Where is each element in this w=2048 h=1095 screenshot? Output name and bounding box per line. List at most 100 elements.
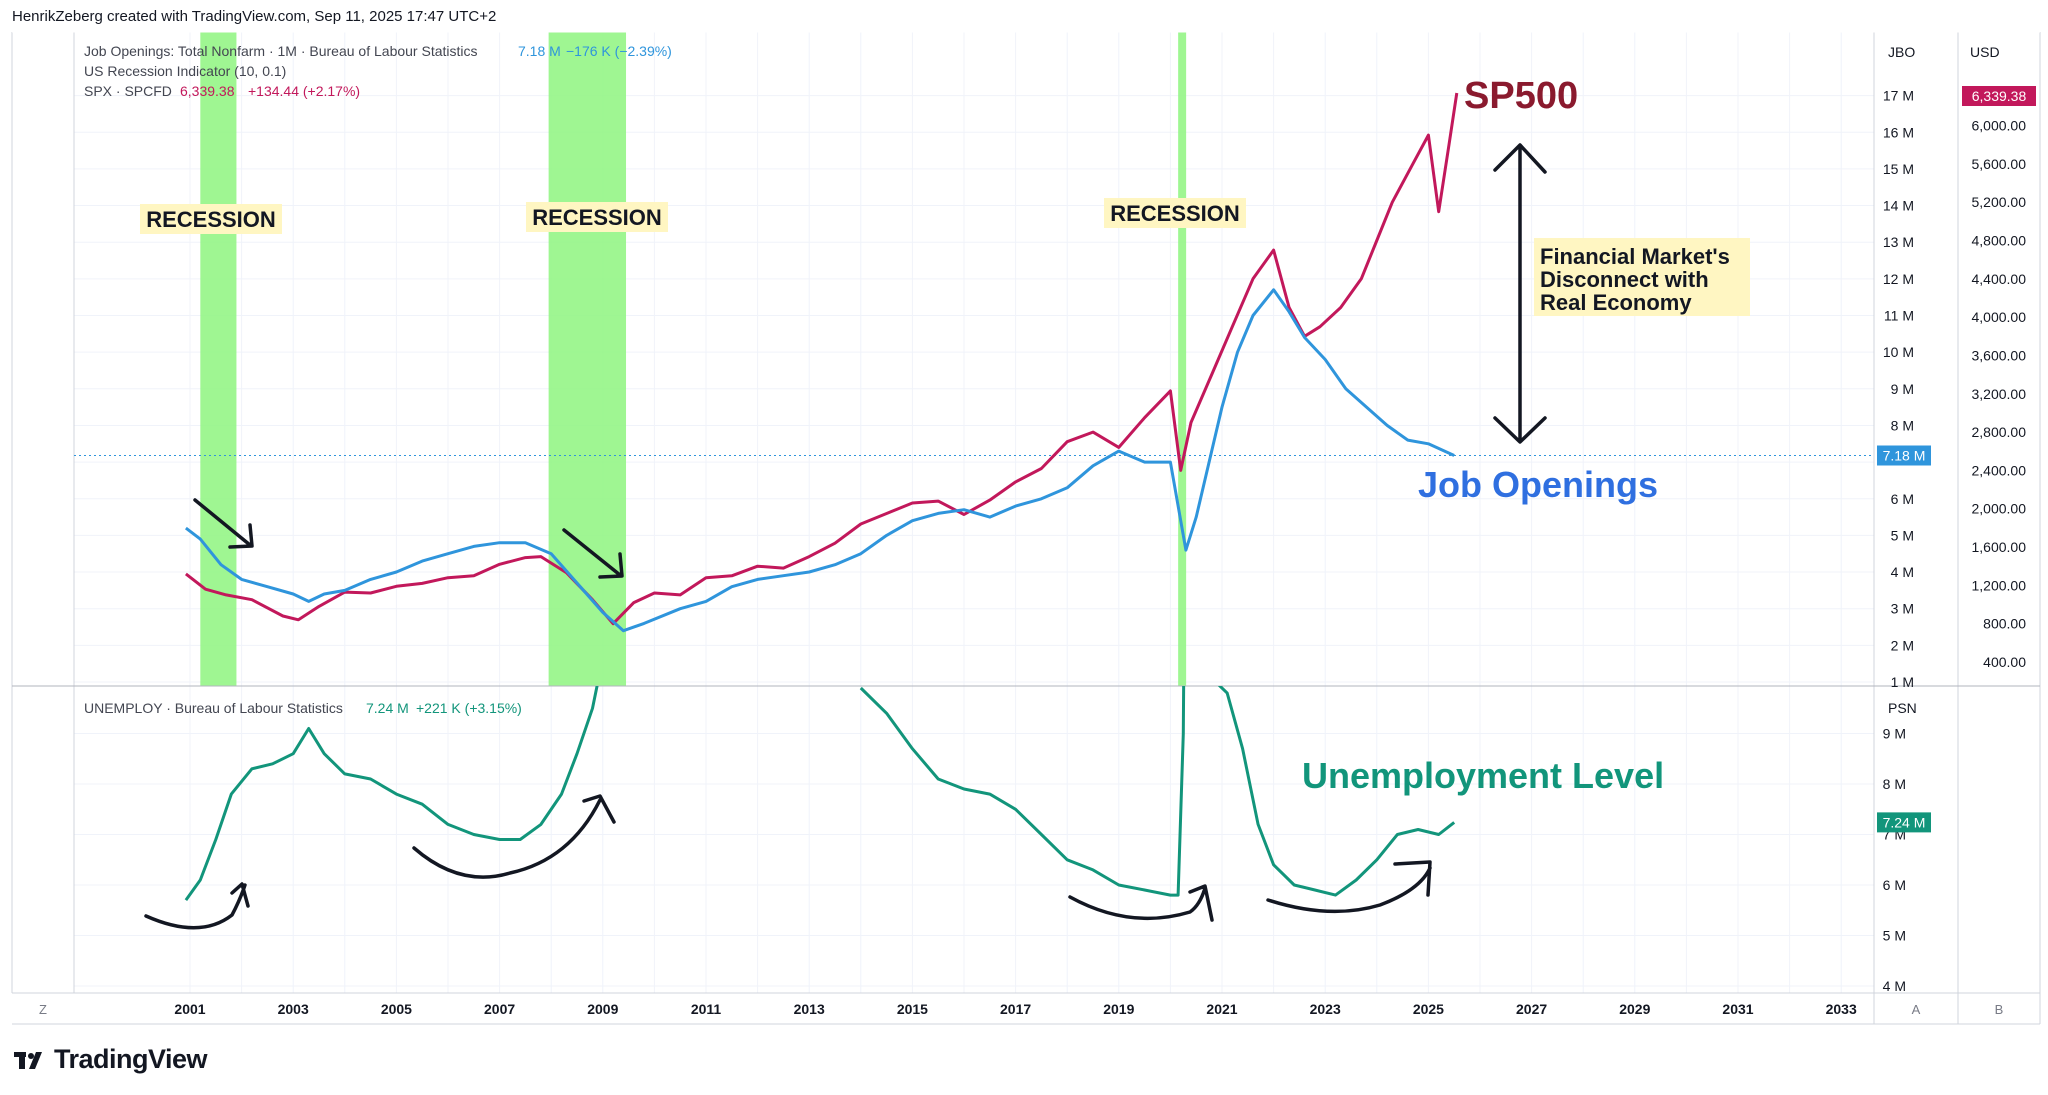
x-tick-label: 2029 bbox=[1619, 1001, 1650, 1017]
jbo-tick-label: 14 M bbox=[1883, 198, 1914, 214]
legend-jobs-change: −176 K (−2.39%) bbox=[566, 43, 672, 59]
svg-text:7.24 M: 7.24 M bbox=[1883, 814, 1926, 830]
usd-tick-label: 400.00 bbox=[1983, 654, 2026, 670]
scale-z-button[interactable]: Z bbox=[39, 1002, 47, 1017]
jbo-tick-label: 8 M bbox=[1891, 417, 1914, 433]
legend-main: Job Openings: Total Nonfarm · 1M · Burea… bbox=[84, 43, 672, 99]
jbo-tick-label: 12 M bbox=[1883, 271, 1914, 287]
unemployment-series-line bbox=[1217, 686, 1456, 897]
x-tick-label: 2019 bbox=[1103, 1001, 1134, 1017]
svg-text:Job Openings: Total Nonfarm ·: Job Openings: Total Nonfarm · 1M · Burea… bbox=[84, 43, 478, 59]
x-tick-label: 2031 bbox=[1722, 1001, 1753, 1017]
chart-frame bbox=[11, 31, 2041, 1025]
jbo-tick-label: 6 M bbox=[1891, 491, 1914, 507]
usd-tick-label: 3,600.00 bbox=[1972, 347, 2027, 363]
tradingview-logo-icon bbox=[14, 1051, 42, 1069]
unemployment-series-line bbox=[184, 686, 599, 901]
curved-arrow-up-icon bbox=[1068, 884, 1214, 922]
jbo-tick-label: 5 M bbox=[1891, 527, 1914, 543]
psn-tick-label: 8 M bbox=[1883, 776, 1906, 792]
usd-tick-label: 4,000.00 bbox=[1972, 309, 2027, 325]
curved-arrow-up-icon bbox=[1266, 860, 1432, 914]
jbo-tick-label: 9 M bbox=[1891, 381, 1914, 397]
axis-header-jbo[interactable]: JBO bbox=[1888, 44, 1915, 60]
scale-b-button[interactable]: B bbox=[1995, 1002, 2004, 1017]
curved-arrow-up-icon bbox=[412, 794, 616, 879]
badge-jbo: 7.18 M bbox=[1877, 445, 1931, 466]
jbo-tick-label: 16 M bbox=[1883, 124, 1914, 140]
badge-psn: 7.24 M bbox=[1877, 812, 1931, 833]
usd-tick-label: 1,200.00 bbox=[1972, 577, 2027, 593]
legend-recession-name: US Recession Indicator (10, 0.1) bbox=[84, 63, 286, 79]
axis-header-psn[interactable]: PSN bbox=[1888, 700, 1917, 716]
double-arrow-icon bbox=[1493, 143, 1547, 444]
x-tick-label: 2027 bbox=[1516, 1001, 1547, 1017]
psn-tick-label: 4 M bbox=[1883, 978, 1906, 994]
tradingview-logo-text: TradingView bbox=[54, 1044, 208, 1074]
recession-label-2: RECESSION bbox=[526, 202, 668, 232]
jbo-tick-label: 3 M bbox=[1891, 601, 1914, 617]
recession-label-3: RECESSION bbox=[1104, 198, 1246, 228]
legend-jobs-name: Job Openings: Total Nonfarm · 1M · Burea… bbox=[84, 43, 478, 59]
recession-label-1: RECESSION bbox=[140, 204, 282, 234]
usd-tick-label: 3,200.00 bbox=[1972, 386, 2027, 402]
svg-text:RECESSION: RECESSION bbox=[1110, 201, 1240, 226]
recession-bands bbox=[200, 32, 1187, 686]
grid-lines bbox=[74, 32, 1874, 993]
usd-tick-label: 5,600.00 bbox=[1972, 156, 2027, 172]
jbo-tick-label: 2 M bbox=[1891, 637, 1914, 653]
jbo-tick-label: 15 M bbox=[1883, 161, 1914, 177]
jbo-tick-label: 13 M bbox=[1883, 234, 1914, 250]
tradingview-logo[interactable]: TradingView bbox=[14, 1044, 208, 1075]
jbo-tick-label: 1 M bbox=[1891, 674, 1914, 690]
x-tick-label: 2033 bbox=[1826, 1001, 1857, 1017]
spx-series-line bbox=[184, 92, 1459, 626]
curved-arrow-up-icon bbox=[144, 882, 250, 930]
legend-unemploy-name: UNEMPLOY · Bureau of Labour Statistics bbox=[84, 700, 343, 716]
recession-band bbox=[200, 32, 237, 686]
x-tick-label: 2001 bbox=[174, 1001, 205, 1017]
svg-text:RECESSION: RECESSION bbox=[532, 205, 662, 230]
svg-text:Financial Market's: Financial Market's bbox=[1540, 244, 1730, 269]
jbo-tick-label: 4 M bbox=[1891, 564, 1914, 580]
legend-jobs-value: 7.18 M bbox=[518, 43, 561, 59]
x-tick-label: 2023 bbox=[1310, 1001, 1341, 1017]
usd-tick-label: 2,400.00 bbox=[1972, 462, 2027, 478]
job-openings-annotation: Job Openings bbox=[1418, 464, 1658, 505]
legend-lower: UNEMPLOY · Bureau of Labour Statistics 7… bbox=[84, 700, 522, 716]
psn-tick-label: 6 M bbox=[1883, 877, 1906, 893]
legend-unemploy-value: 7.24 M bbox=[366, 700, 409, 716]
arrow-down-right-icon bbox=[193, 498, 254, 549]
x-tick-label: 2003 bbox=[278, 1001, 309, 1017]
svg-text:RECESSION: RECESSION bbox=[146, 207, 276, 232]
recession-band bbox=[1178, 32, 1187, 686]
disconnect-note: Financial Market's Disconnect with Real … bbox=[1534, 238, 1750, 316]
auto-scale-button[interactable]: A bbox=[1912, 1002, 1921, 1017]
jbo-tick-label: 17 M bbox=[1883, 88, 1914, 104]
x-tick-label: 2025 bbox=[1413, 1001, 1444, 1017]
usd-tick-label: 6,000.00 bbox=[1972, 118, 2027, 134]
svg-text:Real Economy: Real Economy bbox=[1540, 290, 1692, 315]
hand-drawn-arrows bbox=[144, 143, 1547, 930]
svg-text:6,339.38: 6,339.38 bbox=[1972, 88, 2027, 104]
legend-spx-change: +134.44 (+2.17%) bbox=[248, 83, 360, 99]
usd-tick-label: 2,000.00 bbox=[1972, 501, 2027, 517]
usd-tick-label: 4,800.00 bbox=[1972, 232, 2027, 248]
x-tick-label: 2005 bbox=[381, 1001, 412, 1017]
psn-tick-label: 5 M bbox=[1883, 928, 1906, 944]
x-tick-label: 2017 bbox=[1000, 1001, 1031, 1017]
x-tick-label: 2013 bbox=[794, 1001, 825, 1017]
x-tick-label: 2009 bbox=[587, 1001, 618, 1017]
svg-text:7.18 M: 7.18 M bbox=[1883, 448, 1926, 464]
series-lines[interactable] bbox=[184, 27, 1459, 901]
legend-spx-value: 6,339.38 bbox=[180, 83, 235, 99]
usd-tick-label: 5,200.00 bbox=[1972, 194, 2027, 210]
jbo-tick-label: 10 M bbox=[1883, 344, 1914, 360]
unemployment-series-line bbox=[859, 686, 1186, 897]
axis-header-usd[interactable]: USD bbox=[1970, 44, 2000, 60]
usd-tick-label: 800.00 bbox=[1983, 616, 2026, 632]
badge-spx: 6,339.38 bbox=[1962, 86, 2036, 106]
x-tick-label: 2021 bbox=[1206, 1001, 1237, 1017]
psn-tick-label: 9 M bbox=[1883, 726, 1906, 742]
